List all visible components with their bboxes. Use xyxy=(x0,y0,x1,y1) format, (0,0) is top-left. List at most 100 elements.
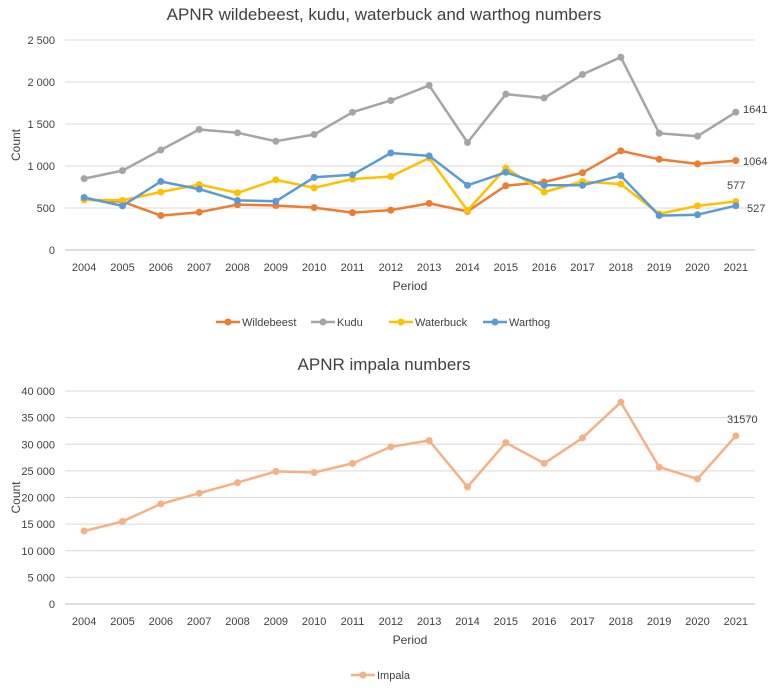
chart1-point-waterbuck xyxy=(119,196,126,204)
chart1-y-tick-label: 0 xyxy=(49,245,55,257)
chart2-point-impala xyxy=(310,468,318,476)
chart1-point-waterbuck xyxy=(310,184,318,192)
chart1-point-warthog xyxy=(234,196,241,204)
chart1-point-waterbuck xyxy=(464,207,471,215)
chart1-x-tick-label: 2007 xyxy=(187,262,211,274)
chart1-legend-label-wildebeest: Wildebeest xyxy=(242,317,296,329)
chart1-y-tick-label: 1 500 xyxy=(27,119,55,131)
chart1-point-kudu xyxy=(234,129,241,137)
chart2-y-tick-label: 35 000 xyxy=(21,413,55,425)
chart1-point-waterbuck xyxy=(234,189,241,197)
chart1-point-kudu xyxy=(464,138,471,146)
chart1-point-kudu xyxy=(502,90,510,98)
chart1-point-wildebeest xyxy=(387,206,395,214)
chart1-point-waterbuck xyxy=(272,176,280,184)
chart2-point-impala xyxy=(694,475,701,483)
chart2-point-impala xyxy=(80,527,88,535)
chart1-x-tick-label: 2010 xyxy=(302,262,326,274)
chart1-x-tick-label: 2018 xyxy=(609,262,633,274)
chart2-x-tick-label: 2012 xyxy=(379,616,403,628)
chart1-point-wildebeest xyxy=(655,155,663,163)
chart1-x-tick-label: 2013 xyxy=(417,262,441,274)
chart2-y-tick-label: 10 000 xyxy=(21,546,55,558)
chart2-point-impala xyxy=(464,483,471,491)
chart2-x-axis-label: Period xyxy=(393,633,428,647)
chart1-legend-marker-kudu xyxy=(319,318,327,326)
chart2-x-tick-label: 2020 xyxy=(685,616,709,628)
chart1-point-wildebeest xyxy=(694,160,701,168)
chart1-y-tick-label: 2 500 xyxy=(27,35,55,47)
chart2-y-tick-label: 25 000 xyxy=(21,466,55,478)
chart1-legend-marker-warthog xyxy=(491,318,499,326)
chart1-x-tick-label: 2020 xyxy=(685,262,709,274)
chart1-x-tick-label: 2009 xyxy=(264,262,288,274)
chart1-point-kudu xyxy=(310,131,318,138)
chart1-point-kudu xyxy=(540,94,548,102)
chart1-y-axis-label: Count xyxy=(9,128,23,161)
chart1-point-warthog xyxy=(464,181,471,189)
chart2-legend-marker-impala xyxy=(359,671,367,679)
chart1-series-line-warthog xyxy=(83,151,737,217)
chart2-x-tick-label: 2010 xyxy=(302,616,326,628)
chart2-x-tick-label: 2004 xyxy=(72,616,96,628)
chart1-point-kudu xyxy=(157,146,165,154)
chart1-legend-marker-wildebeest xyxy=(224,318,232,326)
chart1-point-wildebeest xyxy=(502,182,510,190)
chart2-point-impala xyxy=(119,517,126,525)
chart2-x-tick-label: 2017 xyxy=(570,616,594,628)
chart2-x-tick-label: 2007 xyxy=(187,616,211,628)
chart1-point-warthog xyxy=(540,181,548,189)
chart2-x-tick-label: 2006 xyxy=(149,616,173,628)
chart1-point-kudu xyxy=(425,81,433,89)
chart2-y-tick-label: 0 xyxy=(49,599,55,611)
chart1-point-waterbuck xyxy=(157,188,165,196)
chart1-point-kudu xyxy=(732,108,740,116)
chart1-point-warthog xyxy=(425,152,433,160)
chart1-point-waterbuck xyxy=(694,202,701,210)
chart2-point-impala xyxy=(617,398,625,406)
chart1-x-tick-label: 2021 xyxy=(724,262,748,274)
chart2-point-impala xyxy=(272,467,280,475)
chart1-point-warthog xyxy=(119,202,126,210)
chart1-y-tick-label: 1 000 xyxy=(27,161,55,173)
chart1-point-wildebeest xyxy=(579,169,586,177)
chart2-y-tick-label: 15 000 xyxy=(21,519,55,531)
chart1-point-kudu xyxy=(119,167,126,175)
chart2-data-label-impala: 31570 xyxy=(727,414,758,426)
chart2-point-impala xyxy=(157,500,165,508)
chart1-x-tick-label: 2012 xyxy=(379,262,403,274)
chart2-x-tick-label: 2015 xyxy=(494,616,518,628)
chart2-x-tick-label: 2011 xyxy=(341,616,365,628)
chart1-point-kudu xyxy=(579,70,586,78)
chart1-point-kudu xyxy=(617,53,625,61)
chart1-series-line-waterbuck xyxy=(84,156,736,216)
chart1-point-waterbuck xyxy=(617,180,625,188)
chart1-point-kudu xyxy=(80,175,88,183)
chart1-y-tick-label: 500 xyxy=(37,203,55,215)
chart1-x-tick-label: 2008 xyxy=(225,262,249,274)
chart1-x-tick-label: 2014 xyxy=(455,262,479,274)
chart2-series-line-impala xyxy=(83,400,737,533)
chart1-point-wildebeest xyxy=(617,147,625,155)
chart1-data-label-kudu: 1641 xyxy=(743,104,767,116)
chart1-x-tick-label: 2005 xyxy=(110,262,134,274)
chart1-point-warthog xyxy=(349,171,356,179)
chart1-point-wildebeest xyxy=(157,212,165,220)
chart1-legend-label-waterbuck: Waterbuck xyxy=(415,317,468,329)
chart2-point-impala xyxy=(655,463,663,471)
chart1-point-warthog xyxy=(617,172,625,180)
chart1-point-wildebeest xyxy=(195,208,203,216)
chart1-point-warthog xyxy=(732,202,740,210)
chart2-point-impala xyxy=(195,489,203,497)
chart2-title: APNR impala numbers xyxy=(298,355,471,374)
chart2-point-impala xyxy=(349,459,356,467)
chart1-legend-label-kudu: Kudu xyxy=(337,317,363,329)
chart1-x-tick-label: 2006 xyxy=(149,262,173,274)
chart1-point-kudu xyxy=(655,129,663,137)
chart2-point-impala xyxy=(732,432,740,440)
chart1-point-warthog xyxy=(272,197,280,205)
chart1-point-kudu xyxy=(195,125,203,133)
chart1-point-waterbuck xyxy=(540,188,548,196)
